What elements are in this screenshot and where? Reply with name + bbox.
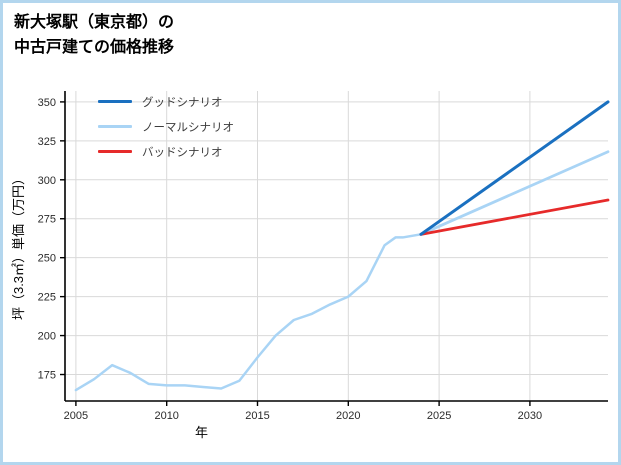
legend-swatch-good <box>98 100 132 103</box>
y-tick-label: 350 <box>38 97 56 109</box>
title-line-2: 中古戸建ての価格推移 <box>14 38 175 56</box>
x-axis-label: 年 <box>195 425 208 440</box>
x-tick-label: 2005 <box>64 410 88 422</box>
y-tick-label: 325 <box>38 136 56 148</box>
legend-label-bad: バッドシナリオ <box>142 146 223 159</box>
legend-item-good: グッドシナリオ <box>98 93 234 110</box>
bad-scenario-line <box>419 198 610 236</box>
chart-legend: グッドシナリオ ノーマルシナリオ バッドシナリオ <box>98 93 234 160</box>
legend-label-good: グッドシナリオ <box>142 96 223 109</box>
x-tick-label: 2020 <box>336 410 360 422</box>
y-axis-label: 坪（3.3㎡）単価（万円） <box>11 172 26 320</box>
page-title: 新大塚駅（東京都）の 中古戸建ての価格推移 <box>14 11 174 61</box>
title-line-1: 新大塚駅（東京都）の <box>14 14 175 31</box>
legend-swatch-bad <box>98 150 132 153</box>
price-trend-chart: 2005 2010 2015 2020 2025 2030 175 200 225 250 275 3… <box>11 91 610 440</box>
y-tick-label: 275 <box>38 214 56 226</box>
x-tick-label: 2025 <box>427 410 451 422</box>
x-tick-label: 2015 <box>245 410 269 422</box>
legend-item-normal: ノーマルシナリオ <box>98 118 234 135</box>
legend-item-bad: バッドシナリオ <box>98 143 234 160</box>
y-tick-label: 225 <box>38 292 56 304</box>
legend-swatch-normal <box>98 125 132 128</box>
normal-scenario-line <box>419 150 610 236</box>
y-tick-label: 200 <box>38 331 56 343</box>
x-tick-label: 2010 <box>154 410 178 422</box>
y-tick-label: 175 <box>38 370 56 382</box>
history-scenario-line <box>74 233 423 392</box>
good-scenario-line <box>419 100 610 236</box>
y-tick-label: 300 <box>38 175 56 187</box>
y-tick-label: 250 <box>38 253 56 265</box>
legend-label-normal: ノーマルシナリオ <box>142 121 234 134</box>
x-tick-label: 2030 <box>518 410 542 422</box>
